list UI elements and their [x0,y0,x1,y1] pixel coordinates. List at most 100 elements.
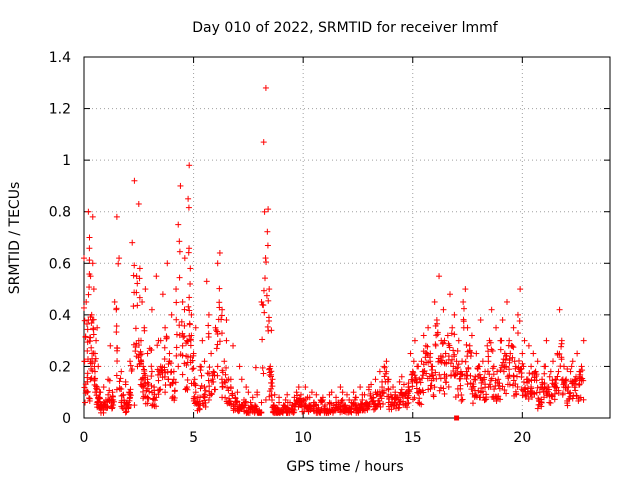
data-point [432,369,439,376]
data-point [443,359,450,366]
data-point [529,394,536,401]
data-point [364,406,371,413]
data-point [81,384,88,391]
data-point [262,255,269,262]
data-point [92,375,99,382]
data-point [136,294,143,301]
data-point [121,397,128,404]
data-point [205,311,212,318]
data-point [445,383,452,390]
data-point [265,327,272,334]
data-point [168,368,175,375]
data-point [243,384,250,391]
data-point [460,305,467,312]
x-axis-label: GPS time / hours [286,459,403,475]
data-point [518,373,525,380]
data-point [514,383,521,390]
data-point [235,408,242,415]
data-point [578,363,585,370]
data-point [120,392,127,399]
data-point [460,298,467,305]
data-point [84,378,91,385]
data-point [259,336,266,343]
data-point [223,377,230,384]
data-point [568,363,575,370]
data-point [579,367,586,374]
data-point [268,385,275,392]
data-point [187,265,194,272]
data-point [249,394,256,401]
data-point [162,389,169,396]
data-point [463,375,470,382]
data-point [144,385,151,392]
data-point [534,405,541,412]
data-point [557,363,564,370]
data-point [404,395,411,402]
data-point [499,317,506,324]
data-point [218,330,225,337]
data-point [294,392,301,399]
data-point [94,324,101,331]
data-point [538,399,545,406]
data-point [86,284,93,291]
data-point [90,326,97,333]
data-point [558,340,565,347]
data-point [86,397,93,404]
data-point [129,239,136,246]
data-point [460,316,467,323]
data-point [467,347,474,354]
data-point [113,213,120,220]
data-point [459,396,466,403]
data-point [103,405,110,412]
plot-frame [83,56,611,419]
data-point [385,385,392,392]
data-point [133,289,140,296]
data-point [260,287,267,294]
data-point [173,299,180,306]
data-point [113,329,120,336]
data-point [396,378,403,385]
data-point [218,316,225,323]
data-point [181,333,188,340]
data-point [384,376,391,383]
data-point [393,401,400,408]
data-point [576,381,583,388]
data-point [519,350,526,357]
data-point [191,393,198,400]
data-point [183,362,190,369]
data-point [420,348,427,355]
data-point [177,182,184,189]
data-point [86,338,93,345]
data-point [465,364,472,371]
data-point [420,389,427,396]
data-point [416,395,423,402]
data-point [173,331,180,338]
data-point [571,384,578,391]
data-point [156,386,163,393]
data-point [214,331,221,338]
data-point [407,350,414,357]
x-tick-label: 0 [80,430,89,446]
data-point [214,328,221,335]
data-point [284,405,291,412]
data-point [234,389,241,396]
data-point [230,342,237,349]
data-point [214,372,221,379]
data-point [444,332,451,339]
data-point [89,213,96,220]
data-point [490,371,497,378]
data-point [197,385,204,392]
data-point [214,341,221,348]
data-point [186,307,193,314]
data-point [165,376,172,383]
data-point [139,298,146,305]
data-point [514,311,521,318]
data-point [547,368,554,375]
data-point [494,368,501,375]
data-point [181,306,188,313]
data-point [155,377,162,384]
data-point [126,389,133,396]
data-point [131,262,138,269]
data-point [105,391,112,398]
data-point [423,350,430,357]
